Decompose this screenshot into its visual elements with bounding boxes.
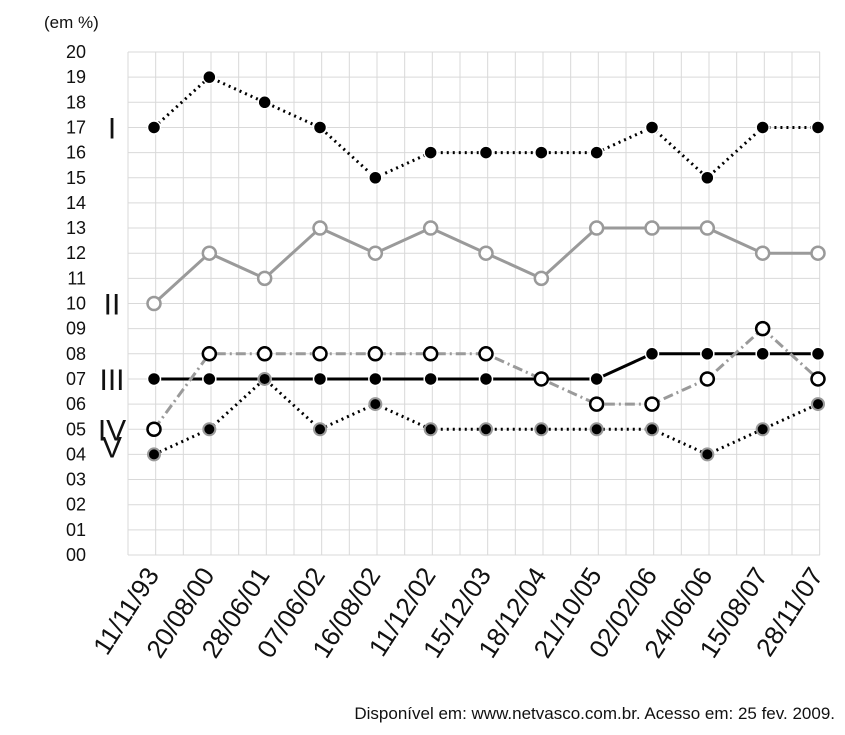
y-tick-label: 03 — [66, 470, 86, 490]
data-point-v — [423, 422, 438, 437]
y-tick-label: 16 — [66, 143, 86, 163]
data-point-iii — [700, 346, 715, 362]
data-point-v — [479, 422, 493, 437]
y-tick-label: 01 — [66, 520, 86, 540]
data-point-v — [589, 422, 604, 437]
y-tick-label: 19 — [66, 67, 86, 87]
y-tick-label: 18 — [66, 92, 86, 112]
data-point-i — [312, 120, 328, 135]
data-point-iv — [699, 371, 716, 387]
data-point-v — [700, 447, 715, 462]
data-point-iv — [644, 396, 660, 412]
data-point-iv — [810, 371, 826, 387]
data-point-i — [644, 120, 660, 135]
data-point-iii — [312, 371, 328, 387]
data-point-v — [257, 371, 272, 386]
series-line-ii — [152, 226, 818, 305]
data-point-iv — [146, 421, 162, 437]
data-point-i — [478, 145, 494, 160]
data-point-ii — [256, 270, 273, 287]
source-note: Disponível em: www.netvasco.com.br. Aces… — [354, 704, 835, 723]
data-point-iv — [256, 346, 273, 362]
data-point-iv — [201, 346, 218, 362]
y-tick-label: 06 — [66, 394, 86, 414]
data-point-iii — [589, 371, 604, 387]
y-tick-label: 11 — [67, 268, 86, 288]
data-point-v — [534, 422, 549, 437]
y-tick-label: 20 — [66, 42, 86, 62]
data-point-iv — [533, 371, 550, 387]
data-point-i — [423, 145, 438, 160]
data-point-iii — [810, 346, 826, 362]
data-point-iii — [423, 371, 438, 387]
y-tick-label: 14 — [66, 193, 86, 213]
data-point-i — [146, 120, 162, 135]
data-point-iii — [644, 346, 660, 362]
data-point-iii — [146, 371, 162, 387]
y-tick-label: 17 — [66, 117, 86, 137]
data-point-i — [589, 145, 604, 160]
data-point-ii — [312, 220, 328, 236]
data-point-iv — [588, 396, 605, 412]
data-point-v — [147, 447, 161, 462]
data-point-v — [202, 422, 217, 437]
data-point-iv — [312, 346, 328, 362]
y-tick-label: 15 — [66, 168, 86, 188]
data-point-v — [313, 422, 327, 437]
data-point-ii — [422, 220, 439, 236]
data-point-iv — [754, 320, 771, 337]
series-label-iv: IV — [98, 414, 126, 447]
series-line-v — [153, 377, 819, 456]
series-label-iii: III — [99, 364, 124, 397]
y-unit-label: (em %) — [44, 13, 99, 32]
y-tick-label: 08 — [66, 344, 86, 364]
series-label-v: V — [102, 431, 122, 464]
data-point-iii — [368, 371, 383, 387]
data-point-iv — [367, 346, 384, 362]
data-point-i — [202, 69, 217, 85]
y-tick-label: 05 — [66, 419, 86, 439]
data-point-iii — [202, 371, 217, 387]
data-point-i — [700, 170, 715, 185]
data-point-ii — [644, 220, 660, 236]
y-tick-label: 02 — [66, 495, 86, 515]
data-point-ii — [367, 245, 384, 261]
data-point-iii — [755, 346, 770, 362]
data-point-ii — [588, 220, 605, 236]
data-point-ii — [478, 245, 494, 261]
data-point-ii — [810, 245, 826, 261]
data-point-ii — [201, 245, 218, 261]
y-tick-label: 04 — [66, 444, 86, 464]
data-point-iv — [478, 346, 494, 362]
data-point-v — [755, 422, 770, 437]
data-point-ii — [699, 220, 716, 236]
data-point-ii — [533, 270, 550, 287]
data-point-ii — [754, 245, 771, 261]
data-point-iii — [478, 371, 494, 387]
data-point-v — [811, 397, 825, 412]
data-point-i — [755, 120, 770, 135]
data-point-iv — [422, 346, 439, 362]
data-point-ii — [146, 295, 162, 312]
y-tick-label: 10 — [66, 294, 86, 314]
y-tick-label: 00 — [66, 545, 86, 565]
series-label-i: I — [108, 112, 116, 145]
y-tick-label: 09 — [66, 319, 86, 339]
y-tick-label: 13 — [66, 218, 86, 238]
data-point-v — [368, 397, 383, 412]
data-point-i — [257, 95, 272, 110]
data-point-i — [534, 145, 549, 160]
data-point-i — [810, 120, 826, 135]
data-point-v — [645, 422, 659, 437]
y-tick-label: 12 — [66, 243, 86, 263]
series-label-ii: II — [104, 289, 121, 322]
y-tick-label: 07 — [66, 369, 86, 389]
data-point-i — [368, 170, 383, 185]
